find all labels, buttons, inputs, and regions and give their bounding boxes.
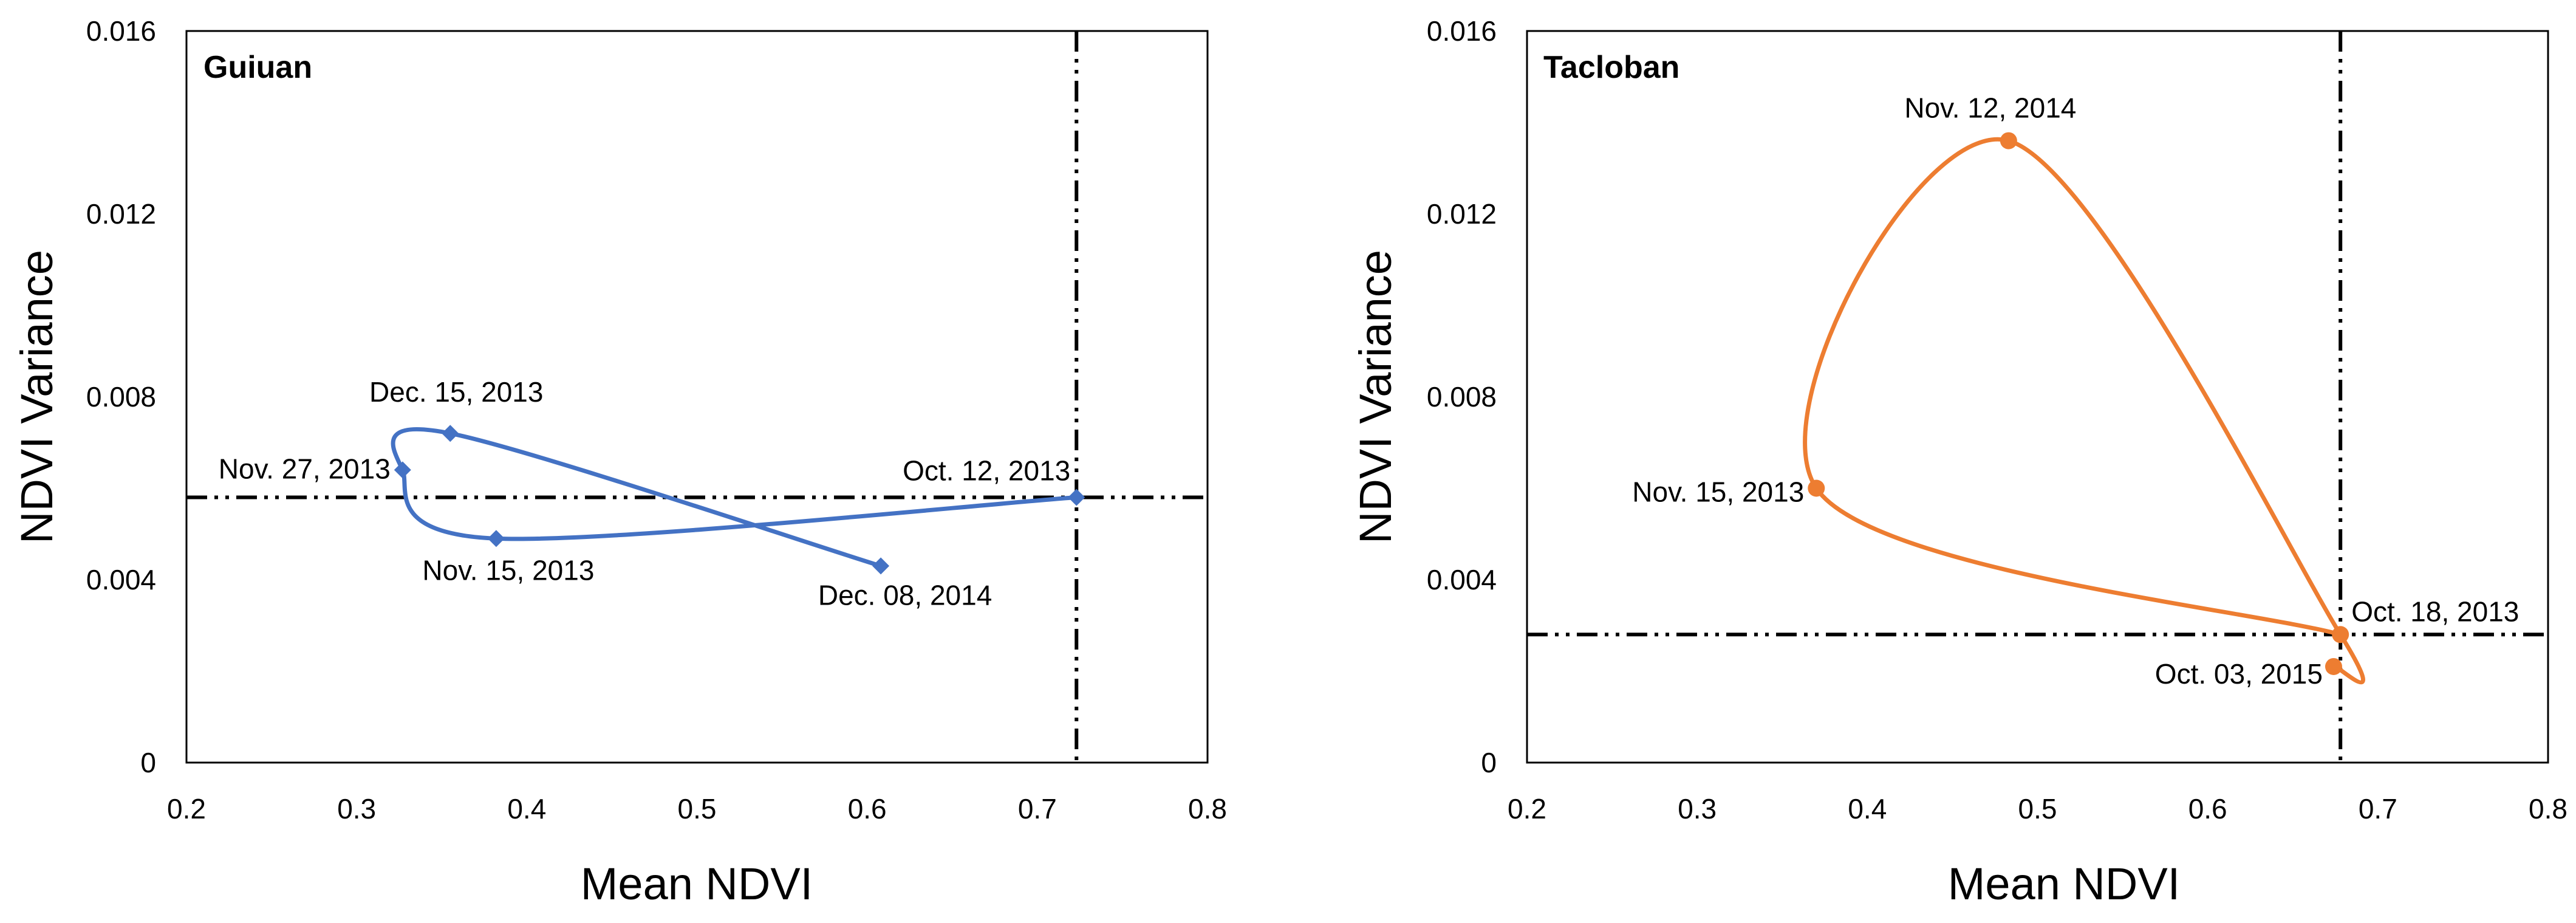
- data-point-marker: [442, 425, 459, 442]
- data-point-label: Oct. 03, 2015: [2155, 658, 2323, 690]
- panel-tacloban: Tacloban 0.2 0.3 0.4 0.5 0.6 0.7 0.8 0 0.004 0.00…: [1350, 15, 2567, 909]
- data-point-marker: [2325, 657, 2342, 675]
- data-point-marker: [872, 557, 890, 575]
- y-tick-label: 0.004: [1427, 564, 1497, 595]
- data-point-label: Oct. 12, 2013: [903, 455, 1070, 487]
- data-point-marker: [487, 530, 505, 547]
- x-tick-label: 0.2: [1508, 793, 1546, 825]
- data-point-marker: [1808, 479, 1825, 497]
- data-point-label: Dec. 08, 2014: [818, 579, 992, 611]
- panel-guiuan: Guiuan 0.2 0.3 0.4 0.5 0.6 0.7 0.8 0 0.004 0.008 0…: [12, 15, 1227, 909]
- panel-title: Tacloban: [1543, 50, 1679, 85]
- data-point-label: Oct. 18, 2013: [2351, 595, 2519, 627]
- x-tick-label: 0.4: [1848, 793, 1887, 825]
- data-point-marker: [1068, 489, 1085, 506]
- data-point-label: Nov. 27, 2013: [219, 453, 391, 484]
- panel-title: Guiuan: [203, 50, 312, 85]
- x-tick-label: 0.3: [337, 793, 376, 825]
- y-tick-label: 0.016: [86, 15, 156, 47]
- plot-area: [185, 30, 1209, 764]
- y-tick-label: 0.012: [1427, 198, 1497, 230]
- x-tick-label: 0.5: [678, 793, 717, 825]
- y-tick-label: 0.012: [86, 198, 156, 230]
- x-tick-label: 0.6: [2188, 793, 2227, 825]
- x-tick-label: 0.7: [2359, 793, 2397, 825]
- y-tick-label: 0.008: [1427, 381, 1497, 413]
- x-tick-label: 0.6: [848, 793, 887, 825]
- data-point-label: Nov. 15, 2013: [422, 554, 594, 586]
- y-axis-title: NDVI Variance: [12, 250, 62, 544]
- y-tick-label: 0.004: [86, 564, 156, 595]
- x-tick-label: 0.5: [2018, 793, 2057, 825]
- x-tick-label: 0.2: [167, 793, 206, 825]
- data-point-label: Dec. 15, 2013: [369, 376, 543, 408]
- x-axis-title: Mean NDVI: [1948, 859, 2180, 909]
- data-point-marker: [394, 461, 411, 479]
- y-tick-label: 0: [140, 747, 156, 778]
- x-tick-label: 0.7: [1018, 793, 1057, 825]
- data-point-marker: [2000, 132, 2017, 149]
- x-tick-label: 0.4: [507, 793, 546, 825]
- data-point-marker: [2332, 626, 2349, 643]
- x-tick-label: 0.8: [1188, 793, 1227, 825]
- x-tick-label: 0.8: [2529, 793, 2567, 825]
- x-tick-label: 0.3: [1678, 793, 1717, 825]
- y-tick-label: 0.008: [86, 381, 156, 413]
- x-axis-title: Mean NDVI: [581, 859, 813, 909]
- plot-area: [1526, 30, 2549, 764]
- data-point-label: Nov. 15, 2013: [1632, 476, 1804, 508]
- y-tick-label: 0.016: [1427, 15, 1497, 47]
- y-tick-label: 0: [1481, 747, 1497, 778]
- data-point-label: Nov. 12, 2014: [1904, 92, 2076, 124]
- y-axis-title: NDVI Variance: [1350, 250, 1401, 544]
